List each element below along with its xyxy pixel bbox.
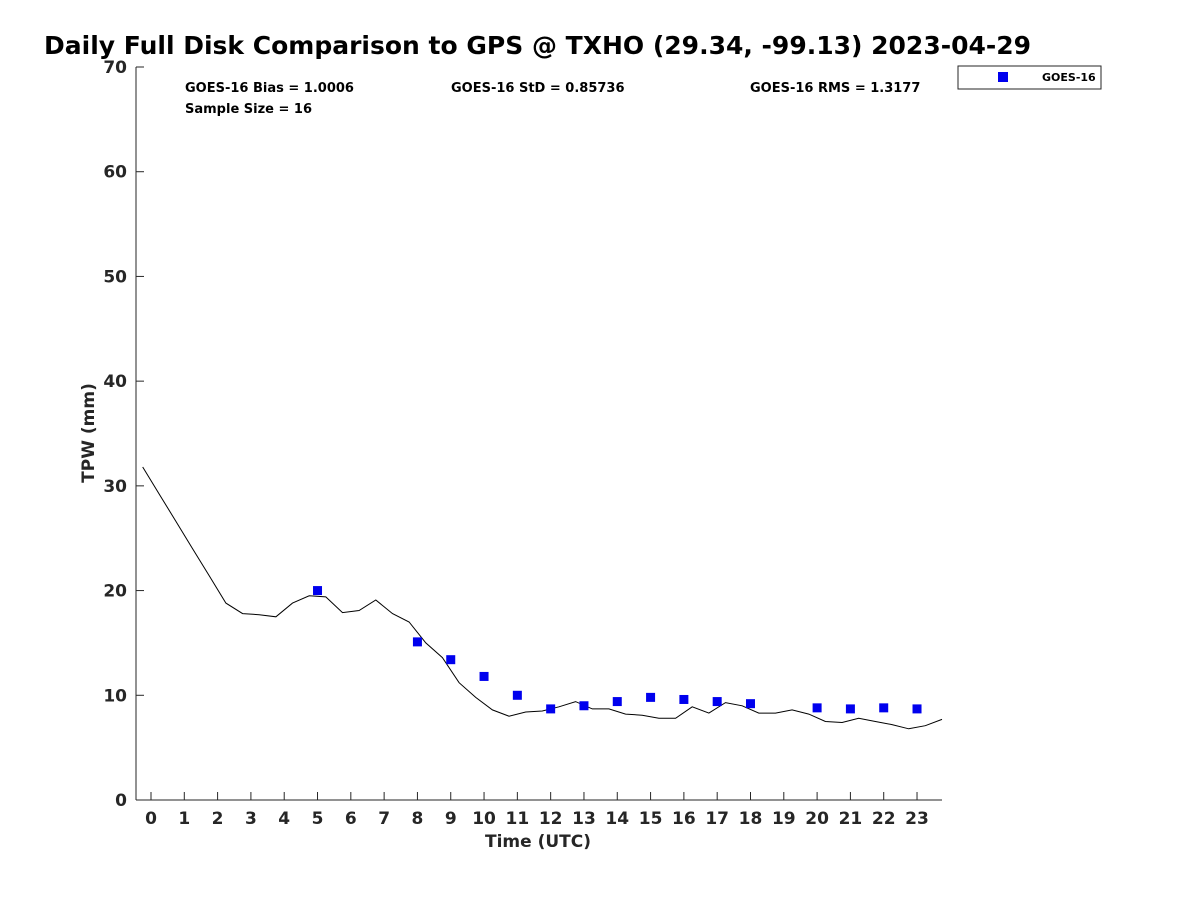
x-tick-label: 1 bbox=[178, 809, 190, 829]
goes-16-point bbox=[446, 655, 456, 665]
goes-16-point bbox=[679, 694, 689, 704]
x-tick-label: 10 bbox=[472, 809, 496, 829]
x-tick-label: 20 bbox=[805, 809, 829, 829]
y-axis-label: TPW (mm) bbox=[79, 383, 99, 483]
x-axis-label: Time (UTC) bbox=[485, 832, 591, 852]
goes-16-point bbox=[912, 704, 922, 714]
series-layer bbox=[142, 466, 943, 730]
goes-16-point bbox=[712, 697, 722, 707]
x-ticks: 0 1 2 3 4 5 6 7 8 9 10 11 12 13 14 15 16 17 18 19 20 21 22 23 bbox=[145, 792, 929, 829]
goes-16-point bbox=[546, 704, 556, 714]
x-tick-label: 3 bbox=[245, 809, 257, 829]
y-tick-label: 60 bbox=[103, 163, 127, 183]
y-tick-label: 0 bbox=[115, 791, 127, 811]
x-tick-label: 17 bbox=[705, 809, 729, 829]
goes-16-point bbox=[646, 692, 656, 702]
stat-std: GOES-16 StD = 0.85736 bbox=[451, 81, 625, 96]
goes-16-point bbox=[845, 704, 855, 714]
gps-tpw-line bbox=[142, 466, 943, 730]
x-tick-label: 9 bbox=[445, 809, 457, 829]
y-ticks: 0 10 20 30 40 50 60 70 bbox=[103, 58, 144, 811]
x-tick-label: 21 bbox=[839, 809, 863, 829]
x-tick-label: 11 bbox=[506, 809, 530, 829]
stat-rms: GOES-16 RMS = 1.3177 bbox=[750, 81, 920, 96]
x-tick-label: 18 bbox=[739, 809, 763, 829]
x-tick-label: 6 bbox=[345, 809, 357, 829]
x-tick-label: 5 bbox=[312, 809, 324, 829]
x-tick-label: 7 bbox=[378, 809, 390, 829]
legend-label-goes-16: GOES-16 bbox=[1042, 71, 1096, 84]
x-tick-label: 22 bbox=[872, 809, 896, 829]
y-tick-label: 10 bbox=[103, 686, 127, 706]
goes-16-point bbox=[579, 701, 589, 711]
legend: GOES-16 bbox=[957, 65, 1102, 90]
y-tick-label: 40 bbox=[103, 372, 127, 392]
x-tick-label: 14 bbox=[605, 809, 629, 829]
goes-16-point bbox=[512, 690, 522, 700]
y-tick-label: 20 bbox=[103, 582, 127, 602]
x-tick-label: 19 bbox=[772, 809, 796, 829]
goes-16-point bbox=[412, 637, 422, 647]
x-tick-label: 23 bbox=[905, 809, 929, 829]
x-tick-label: 4 bbox=[278, 809, 290, 829]
legend-box bbox=[957, 65, 1102, 90]
x-tick-label: 13 bbox=[572, 809, 596, 829]
y-tick-label: 50 bbox=[103, 267, 127, 287]
goes-16-point bbox=[745, 699, 755, 709]
stat-sample-size: Sample Size = 16 bbox=[185, 102, 312, 117]
stat-bias: GOES-16 Bias = 1.0006 bbox=[185, 81, 354, 96]
goes-16-point bbox=[612, 697, 622, 707]
x-tick-label: 15 bbox=[639, 809, 663, 829]
legend-marker-goes-16 bbox=[998, 72, 1008, 82]
x-tick-label: 0 bbox=[145, 809, 157, 829]
x-tick-label: 8 bbox=[412, 809, 424, 829]
y-tick-label: 70 bbox=[103, 58, 127, 78]
x-tick-label: 12 bbox=[539, 809, 563, 829]
goes-16-point bbox=[879, 703, 889, 713]
goes-16-point bbox=[313, 586, 323, 596]
x-tick-label: 2 bbox=[212, 809, 224, 829]
chart-title: Daily Full Disk Comparison to GPS @ TXHO… bbox=[44, 31, 1031, 60]
plot-area: 0 1 2 3 4 5 6 7 8 9 10 11 12 13 14 15 16 17 18 19 20 21 22 23 0… bbox=[103, 58, 943, 829]
x-tick-label: 16 bbox=[672, 809, 696, 829]
goes-16-point bbox=[812, 703, 822, 713]
y-tick-label: 30 bbox=[103, 477, 127, 497]
goes-16-point bbox=[479, 671, 489, 681]
